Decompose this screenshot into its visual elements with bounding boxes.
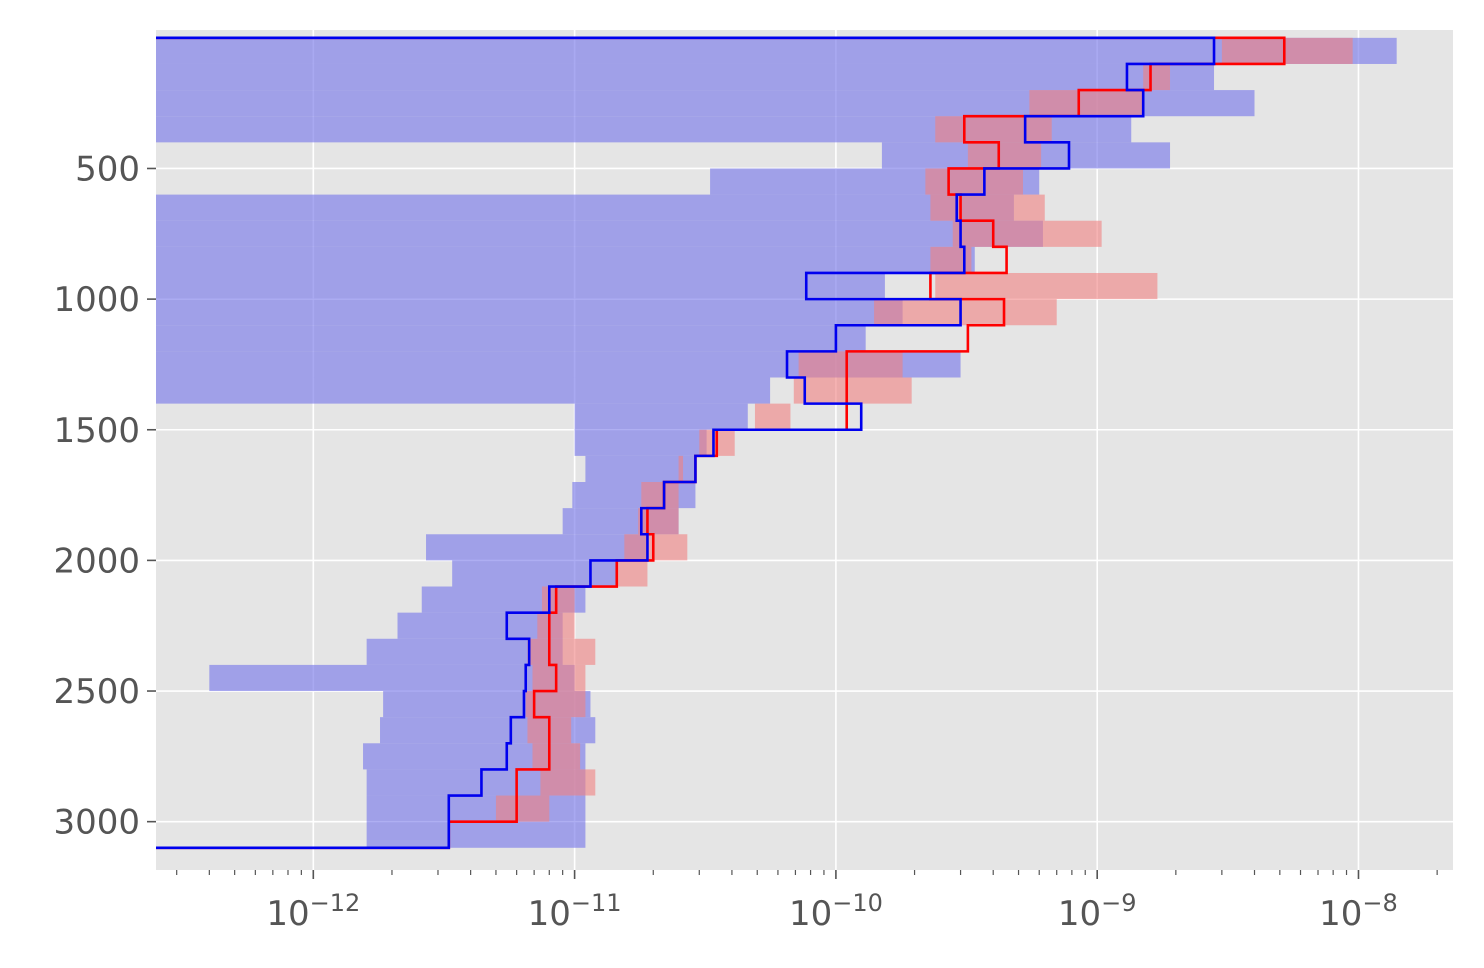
red-band-bin — [532, 664, 586, 692]
red-band-bin — [1221, 37, 1353, 64]
red-band-bin — [638, 508, 679, 535]
red-band-bin — [541, 586, 575, 613]
axis-ticks — [147, 167, 1438, 879]
x-tick-label: 10−10 — [789, 889, 883, 934]
x-tick-exponent: −8 — [1362, 889, 1397, 917]
red-band-bin — [527, 638, 596, 665]
y-tick-label: 500 — [75, 149, 140, 189]
blue-band-bin — [156, 377, 771, 404]
blue-band-bin — [426, 534, 648, 561]
blue-band-bin — [452, 560, 617, 587]
plot-background — [156, 30, 1453, 870]
red-band-bin — [930, 194, 1045, 221]
red-band-bin — [537, 612, 575, 639]
blue-band-bin — [585, 455, 696, 483]
red-band-bin — [1029, 90, 1144, 117]
x-tick-base: 10 — [528, 894, 571, 934]
blue-band-bin — [209, 664, 575, 692]
x-tick-base: 10 — [266, 894, 309, 934]
red-band-bin — [532, 743, 581, 770]
red-band-bin — [678, 455, 684, 483]
x-tick-base: 10 — [789, 894, 832, 934]
x-tick-label: 10−12 — [266, 889, 360, 934]
blue-band-bin — [156, 246, 975, 273]
blue-band-bin — [156, 63, 1215, 91]
red-band-bin — [952, 220, 1102, 247]
x-tick-base: 10 — [1319, 894, 1362, 934]
blue-band-bin — [366, 795, 586, 822]
red-band-bin — [540, 769, 596, 796]
y-tick-label: 2500 — [53, 672, 140, 712]
red-band-bin — [495, 795, 550, 822]
red-band-bin — [525, 691, 586, 718]
x-tick-exponent: −9 — [1101, 889, 1136, 917]
blue-band-bin — [156, 272, 885, 300]
y-tick-label: 3000 — [53, 803, 140, 843]
x-tick-exponent: −11 — [571, 889, 622, 917]
red-band-bin — [798, 351, 903, 378]
blue-band-bin — [366, 821, 586, 848]
red-band-bin — [935, 116, 1052, 143]
red-band-bin — [874, 299, 1057, 326]
red-band-bin — [925, 168, 1023, 195]
y-tick-label: 1500 — [53, 411, 140, 451]
blue-band-bin — [156, 194, 1014, 221]
x-tick-label: 10−11 — [528, 889, 622, 934]
y-tick-label: 2000 — [53, 541, 140, 581]
red-band-bin — [754, 403, 791, 430]
red-band-bin — [624, 534, 688, 561]
blue-step-line — [156, 36, 1216, 850]
red-band-bin — [1143, 63, 1171, 91]
red-band-bin — [793, 377, 912, 404]
x-tick-exponent: −12 — [310, 889, 361, 917]
blue-band-bin — [574, 403, 748, 430]
blue-band-bin — [156, 299, 903, 326]
x-tick-label: 10−9 — [1058, 889, 1137, 934]
x-tick-base: 10 — [1058, 894, 1101, 934]
step-lines — [156, 36, 1286, 850]
blue-band-bin — [156, 220, 1043, 247]
blue-band-bin — [156, 37, 1397, 64]
red-band-bin — [967, 142, 1042, 169]
x-tick-exponent: −10 — [832, 889, 883, 917]
blue-band-bin — [574, 429, 707, 456]
x-tick-label: 10−8 — [1319, 889, 1398, 934]
red-band-bin — [935, 272, 1158, 300]
red-band-bin — [641, 482, 679, 509]
blue-band-bin — [397, 612, 563, 639]
blue-band-bin — [156, 325, 866, 352]
y-tick-label: 1000 — [53, 280, 140, 320]
red-band-bin — [616, 560, 648, 587]
